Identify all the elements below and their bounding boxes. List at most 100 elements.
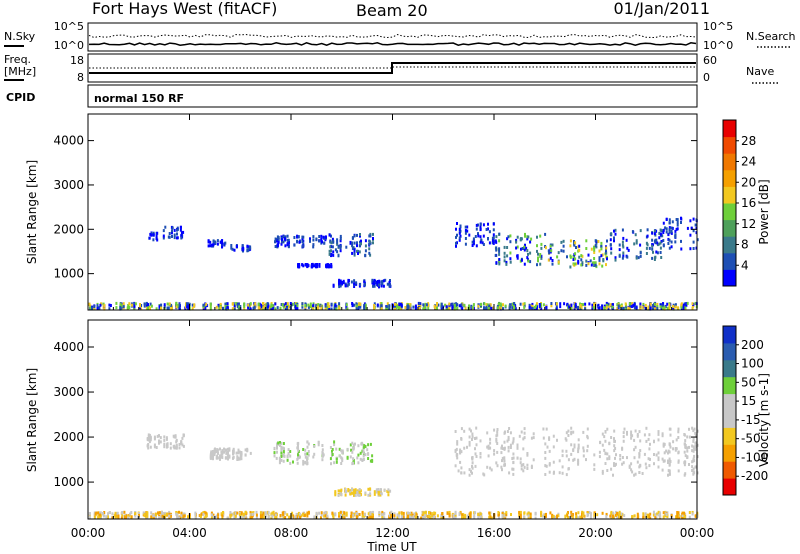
range-gate-cell xyxy=(409,515,412,519)
range-gate-cell xyxy=(243,304,246,308)
velocity-frame xyxy=(87,319,698,520)
range-gate-cell xyxy=(491,236,494,240)
range-gate-cell xyxy=(244,510,247,514)
range-gate-cell xyxy=(523,436,526,440)
range-gate-cell xyxy=(448,510,451,514)
range-gate-cell xyxy=(379,488,382,492)
range-gate-cell xyxy=(516,235,519,239)
range-gate-cell xyxy=(271,514,274,518)
range-gate-cell xyxy=(338,279,341,283)
range-gate-cell xyxy=(515,240,518,244)
range-gate-cell xyxy=(207,244,210,248)
range-gate-cell xyxy=(259,511,262,515)
range-gate-cell xyxy=(634,445,637,449)
colorbar-tick-label: 50 xyxy=(741,375,756,389)
range-gate-cell xyxy=(657,458,660,462)
range-gate-cell xyxy=(659,251,662,254)
range-gate-cell xyxy=(471,432,474,436)
range-gate-cell xyxy=(228,455,231,459)
range-gate-cell xyxy=(446,511,449,515)
range-gate-cell xyxy=(178,446,181,450)
range-gate-cell xyxy=(466,229,469,233)
range-gate-cell xyxy=(152,233,155,237)
range-gate-cell xyxy=(642,302,645,306)
range-gate-cell xyxy=(249,302,252,306)
range-gate-cell xyxy=(633,473,636,477)
range-gate-cell xyxy=(359,492,362,496)
range-gate-cell xyxy=(398,511,401,515)
range-gate-cell xyxy=(381,513,384,517)
range-gate-cell xyxy=(603,448,606,452)
range-gate-cell xyxy=(578,248,581,252)
range-gate-cell xyxy=(610,436,613,439)
colorbar-segment xyxy=(723,393,736,411)
range-gate-cell xyxy=(692,304,695,308)
range-gate-cell xyxy=(486,445,489,449)
range-gate-cell xyxy=(363,513,366,517)
range-gate-cell xyxy=(545,464,548,468)
range-gate-cell xyxy=(404,306,407,309)
range-gate-cell xyxy=(312,455,315,459)
range-gate-cell xyxy=(651,238,654,242)
range-gate-cell xyxy=(330,307,333,311)
range-gate-cell xyxy=(266,305,269,309)
range-gate-cell xyxy=(332,514,335,518)
range-gate-cell xyxy=(427,304,430,308)
range-gate-cell xyxy=(653,256,656,260)
range-gate-cell xyxy=(216,239,219,243)
range-gate-cell xyxy=(367,457,370,460)
range-gate-cell xyxy=(676,223,679,227)
range-gate-cell xyxy=(251,515,254,519)
range-gate-cell xyxy=(280,458,283,462)
range-gate-cell xyxy=(396,515,399,519)
range-gate-cell xyxy=(270,516,273,520)
range-gate-cell xyxy=(597,306,600,310)
range-gate-cell xyxy=(665,218,668,221)
range-gate-cell xyxy=(180,511,183,515)
range-gate-cell xyxy=(299,455,301,459)
range-gate-cell xyxy=(359,457,362,461)
range-gate-cell xyxy=(618,243,621,247)
range-gate-cell xyxy=(272,510,275,514)
range-gate-cell xyxy=(518,511,521,515)
range-gate-cell xyxy=(498,252,501,256)
range-gate-cell xyxy=(570,510,573,514)
range-gate-cell xyxy=(327,263,330,267)
range-gate-cell xyxy=(425,303,428,307)
range-gate-cell xyxy=(655,250,658,254)
range-gate-cell xyxy=(475,426,478,430)
range-gate-cell xyxy=(618,516,621,520)
range-gate-cell xyxy=(440,304,443,308)
range-gate-cell xyxy=(296,461,299,465)
range-gate-cell xyxy=(381,279,384,283)
range-gate-cell xyxy=(158,441,160,445)
range-gate-cell xyxy=(656,243,659,247)
range-gate-cell xyxy=(415,515,418,519)
range-gate-cell xyxy=(150,233,153,237)
range-gate-cell xyxy=(350,280,353,284)
range-gate-cell xyxy=(252,512,255,516)
range-gate-cell xyxy=(549,256,552,260)
range-gate-cell xyxy=(249,307,252,311)
range-gate-cell xyxy=(675,516,678,519)
range-gate-cell xyxy=(194,511,197,515)
colorbar-tick-label: 16 xyxy=(741,196,756,210)
range-gate-cell xyxy=(150,232,153,236)
range-gate-cell xyxy=(655,453,658,457)
range-gate-cell xyxy=(670,226,673,230)
range-gate-cell xyxy=(636,460,639,464)
range-gate-cell xyxy=(301,302,304,306)
range-gate-cell xyxy=(548,470,551,474)
range-gate-cell xyxy=(147,303,149,307)
range-gate-cell xyxy=(643,452,646,456)
range-gate-cell xyxy=(330,234,332,238)
velocity-y-axis-label: Slant Range [km] xyxy=(25,368,39,472)
range-gate-cell xyxy=(344,487,347,491)
range-gate-cell xyxy=(282,446,285,450)
range-gate-cell xyxy=(630,468,633,472)
range-gate-cell xyxy=(146,437,149,440)
range-gate-cell xyxy=(296,457,299,461)
range-gate-cell xyxy=(613,239,615,243)
range-gate-cell xyxy=(523,431,526,435)
range-gate-cell xyxy=(364,306,367,310)
